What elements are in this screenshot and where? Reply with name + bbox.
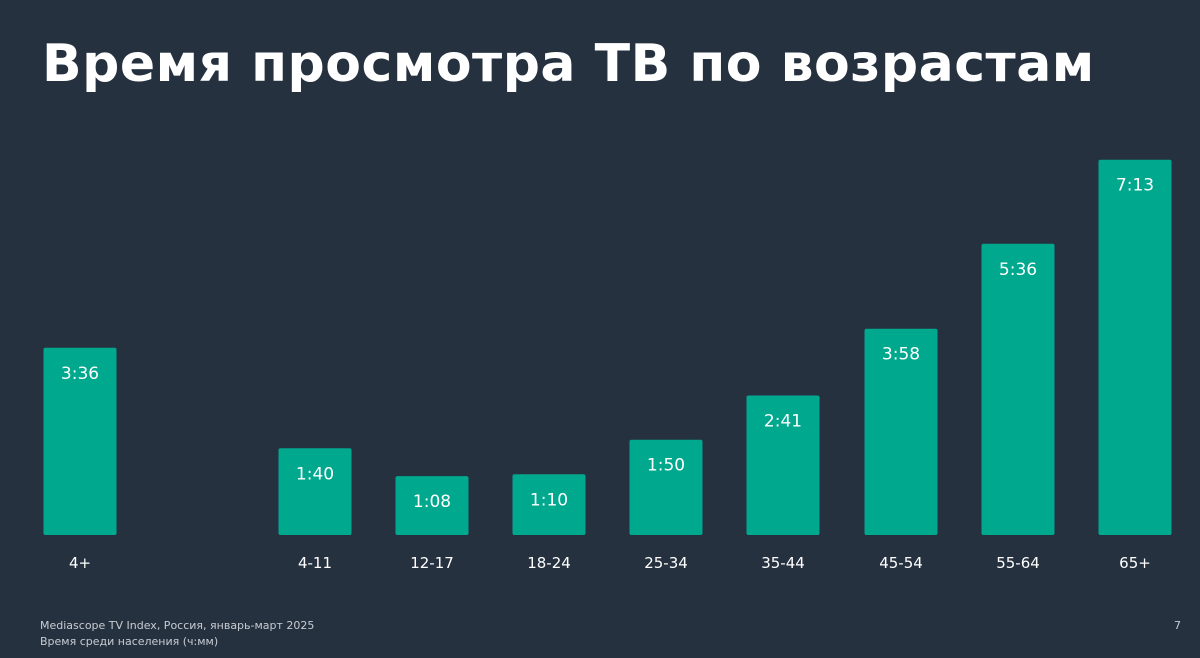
x-tick-label-35-44: 35-44: [761, 554, 805, 572]
data-label-65+: 7:13: [1116, 176, 1154, 196]
footer: Mediascope TV Index, Россия, январь-март…: [40, 618, 314, 650]
bar-45-54: [864, 328, 938, 535]
data-label-45-54: 3:58: [882, 345, 920, 365]
x-tick-label-12-17: 12-17: [410, 554, 454, 572]
bar-35-44: [746, 395, 820, 535]
bar-12-17: [395, 476, 469, 535]
x-tick-label-4-11: 4-11: [298, 554, 332, 572]
bar-65+: [1098, 159, 1172, 535]
page-title: Время просмотра ТВ по возрастам: [42, 34, 1095, 94]
x-tick-label-25-34: 25-34: [644, 554, 688, 572]
page-number: 7: [1174, 619, 1181, 632]
bar-55-64: [981, 243, 1055, 536]
bar-4+: [43, 347, 117, 535]
data-label-18-24: 1:10: [530, 490, 568, 510]
x-tick-label-65+: 65+: [1119, 554, 1151, 572]
data-label-35-44: 2:41: [764, 412, 802, 432]
bar-18-24: [512, 474, 586, 535]
data-label-25-34: 1:50: [647, 456, 685, 476]
x-tick-label-4+: 4+: [69, 554, 91, 572]
bar-4-11: [278, 448, 352, 535]
data-label-4+: 3:36: [61, 364, 99, 384]
data-label-12-17: 1:08: [413, 492, 451, 512]
data-label-4-11: 1:40: [296, 464, 334, 484]
x-tick-label-55-64: 55-64: [996, 554, 1040, 572]
data-label-55-64: 5:36: [999, 260, 1037, 280]
source-note: Mediascope TV Index, Россия, январь-март…: [40, 619, 315, 632]
units-note: Время среди населения (ч:мм): [40, 635, 219, 648]
x-tick-label-18-24: 18-24: [527, 554, 571, 572]
x-tick-label-45-54: 45-54: [879, 554, 923, 572]
bar-25-34: [629, 439, 703, 535]
